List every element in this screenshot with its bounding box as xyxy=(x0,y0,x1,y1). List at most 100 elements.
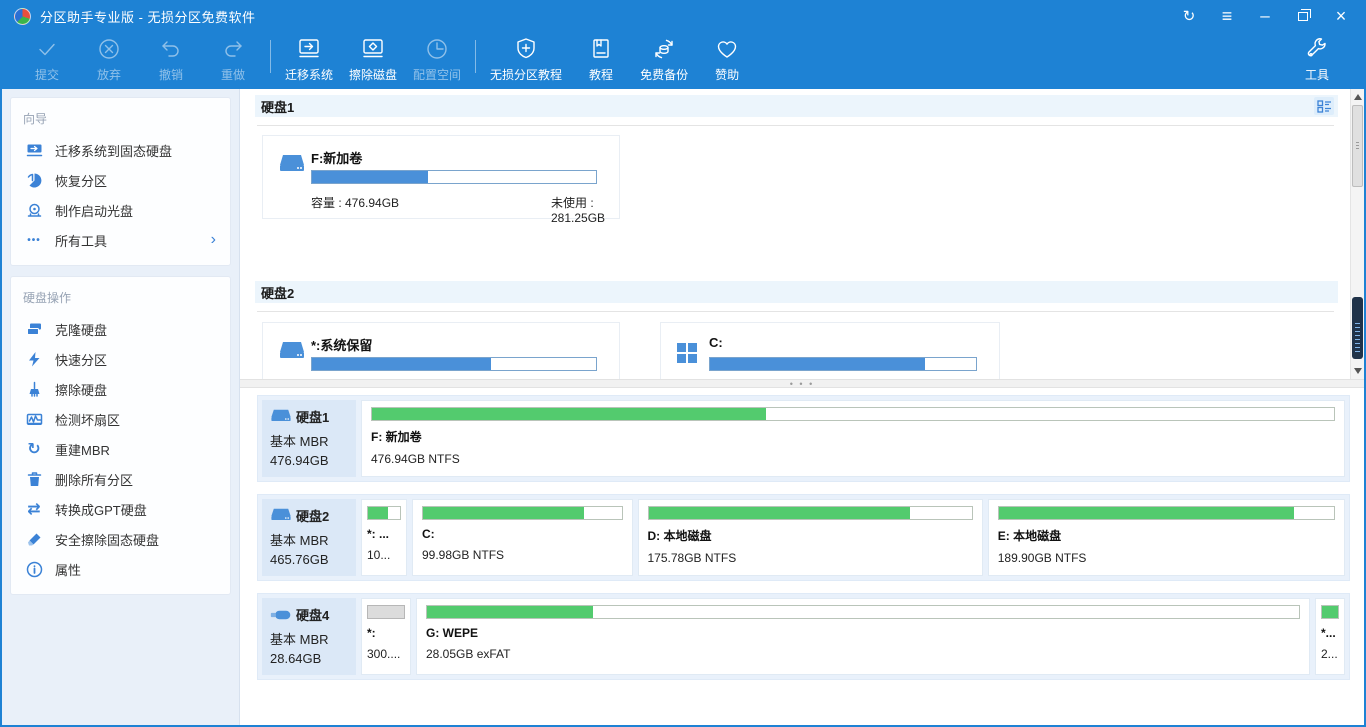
sidebar-item-quick-partition[interactable]: 快速分区 xyxy=(21,344,220,374)
usage-fill xyxy=(998,507,1294,519)
tools-button[interactable]: 工具 xyxy=(1286,32,1348,85)
disk-size: 28.64GB xyxy=(270,651,322,666)
sidebar-item-properties[interactable]: 属性 xyxy=(21,554,220,584)
undo-button[interactable]: 撤销 xyxy=(140,32,202,85)
allocate-space-button[interactable]: 配置空间 xyxy=(405,32,469,85)
free-backup-button[interactable]: 免费备份 xyxy=(632,32,696,85)
partition-name: *... xyxy=(1321,626,1336,640)
disk-label-block[interactable]: 硬盘1 基本 MBR 476.94GB xyxy=(262,400,356,477)
toolbar-separator xyxy=(270,40,271,73)
disk-row-3: 硬盘4 基本 MBR 28.64GB *: 300.... G: WEPE xyxy=(257,593,1350,680)
disk-operations-title: 硬盘操作 xyxy=(23,291,72,305)
partition-block-f[interactable]: F: 新加卷 476.94GB NTFS xyxy=(361,400,1345,477)
submit-button[interactable]: 提交 xyxy=(16,32,78,85)
usage-fill xyxy=(423,507,584,519)
partition-name: C: xyxy=(709,335,723,350)
usage-gauge xyxy=(422,506,623,520)
redo-button[interactable]: 重做 xyxy=(202,32,264,85)
partition-card-c[interactable]: C: xyxy=(660,322,1000,379)
partition-block-g[interactable]: G: WEPE 28.05GB exFAT xyxy=(416,598,1310,675)
scrollbar-dark-thumb[interactable] xyxy=(1352,297,1363,359)
usage-gauge xyxy=(1321,605,1339,619)
trash-icon xyxy=(25,470,43,488)
usage-fill xyxy=(372,408,767,420)
disk-operations-section: 硬盘操作 克隆硬盘 快速分区 擦除硬盘 检测坏扇区 xyxy=(10,276,231,595)
drive-icon xyxy=(270,508,292,524)
sidebar-item-migrate-to-ssd[interactable]: 迁移系统到固态硬盘 xyxy=(21,135,220,165)
usage-gauge xyxy=(367,605,405,619)
disk-label-block[interactable]: 硬盘4 基本 MBR 28.64GB xyxy=(262,598,356,675)
undo-arrow-icon xyxy=(159,34,183,64)
pane-splitter[interactable]: • • • xyxy=(240,378,1364,389)
disk1-header-label: 硬盘1 xyxy=(261,99,295,115)
wave-icon xyxy=(25,410,43,428)
partition-block-small[interactable]: *... 2... xyxy=(1315,598,1345,675)
migrate-system-button[interactable]: 迁移系统 xyxy=(277,32,341,85)
book-icon xyxy=(588,34,614,64)
drive-icon xyxy=(279,154,305,181)
usage-gauge xyxy=(311,170,597,184)
disk-label-block[interactable]: 硬盘2 基本 MBR 465.76GB xyxy=(262,499,356,576)
tutorial-button[interactable]: 教程 xyxy=(570,32,632,85)
sidebar-item-check-bad-sectors[interactable]: 检测坏扇区 xyxy=(21,404,220,434)
sidebar-item-label: 所有工具 xyxy=(55,233,108,249)
disk-arrow-icon xyxy=(25,141,43,159)
divider xyxy=(257,311,1334,312)
brush-icon xyxy=(25,380,43,398)
partition-tutorial-button[interactable]: 无损分区教程 xyxy=(482,32,570,85)
partition-detail: 476.94GB NTFS xyxy=(371,452,460,466)
discard-button[interactable]: 放弃 xyxy=(78,32,140,85)
disk-row-2: 硬盘2 基本 MBR 465.76GB *: ... 10... C: xyxy=(257,494,1350,581)
refresh-button[interactable]: ↻ xyxy=(1182,8,1196,25)
splitter-grip-icon: • • • xyxy=(789,378,815,389)
wipe-disk-button[interactable]: 擦除磁盘 xyxy=(341,32,405,85)
sidebar-item-clone-disk[interactable]: 克隆硬盘 xyxy=(21,314,220,344)
info-icon xyxy=(25,560,43,578)
menu-button[interactable]: ≡ xyxy=(1221,5,1233,26)
close-button[interactable]: × xyxy=(1335,5,1347,26)
sidebar-item-make-boot-disc[interactable]: 制作启动光盘 xyxy=(21,195,220,225)
partition-block-system-reserved[interactable]: *: ... 10... xyxy=(361,499,407,576)
sidebar-item-wipe-disk[interactable]: 擦除硬盘 xyxy=(21,374,220,404)
vertical-scrollbar[interactable] xyxy=(1350,89,1364,379)
partition-card-f[interactable]: F:新加卷 容量 : 476.94GB 未使用 : 281.25GB xyxy=(262,135,620,225)
partition-name: C: xyxy=(422,527,435,541)
pie-chart-icon xyxy=(25,171,43,189)
sidebar-item-label: 检测坏扇区 xyxy=(55,412,121,428)
main-toolbar: 提交 放弃 撤销 重做 迁移系统 擦除磁盘 配置空间 无损 xyxy=(2,32,1364,89)
scrollbar-thumb[interactable] xyxy=(1352,105,1363,187)
partition-block-d[interactable]: D: 本地磁盘 175.78GB NTFS xyxy=(637,499,983,576)
partition-block-unformatted[interactable]: *: 300.... xyxy=(361,598,411,675)
boot-disc-icon xyxy=(25,201,43,219)
sidebar-item-secure-erase-ssd[interactable]: 安全擦除固态硬盘 xyxy=(21,524,220,554)
app-logo-icon xyxy=(14,7,31,25)
partition-name: D: 本地磁盘 xyxy=(647,529,712,543)
partition-card-system-reserved[interactable]: *:系统保留 xyxy=(262,322,620,379)
partition-block-c[interactable]: C: 99.98GB NTFS xyxy=(412,499,633,576)
scroll-down-arrow[interactable] xyxy=(1354,368,1362,374)
minimize-button[interactable]: – xyxy=(1260,6,1270,25)
scroll-up-arrow[interactable] xyxy=(1354,94,1362,100)
usage-fill xyxy=(312,171,429,183)
sidebar-item-convert-to-gpt[interactable]: ⇄ 转换成GPT硬盘 xyxy=(21,494,220,524)
partition-detail: 99.98GB NTFS xyxy=(422,548,505,562)
disk-name: 硬盘4 xyxy=(296,608,330,623)
sidebar-item-delete-all-partitions[interactable]: 删除所有分区 xyxy=(21,464,220,494)
maximize-button[interactable] xyxy=(1288,4,1318,28)
partition-block-e[interactable]: E: 本地磁盘 189.90GB NTFS xyxy=(987,499,1345,576)
lightning-icon xyxy=(25,350,43,368)
usage-gauge xyxy=(709,357,977,371)
disk-list-pane: 硬盘1 基本 MBR 476.94GB F: 新加卷 476.94GB NTFS xyxy=(240,388,1364,725)
detail-view-toggle-icon[interactable] xyxy=(1314,97,1334,115)
sidebar-item-recover-partition[interactable]: 恢复分区 xyxy=(21,165,220,195)
sidebar-item-rebuild-mbr[interactable]: ↻ 重建MBR xyxy=(21,434,220,464)
sponsor-button[interactable]: 赞助 xyxy=(696,32,758,85)
disk-type: 基本 MBR xyxy=(270,533,329,548)
sidebar-item-label: 恢复分区 xyxy=(55,173,108,189)
sidebar-item-all-tools[interactable]: ••• 所有工具 › xyxy=(21,225,220,255)
disk-name: 硬盘1 xyxy=(296,410,330,425)
eraser-icon xyxy=(25,530,43,548)
disk-type: 基本 MBR xyxy=(270,434,329,449)
sidebar-item-label: 快速分区 xyxy=(55,352,108,368)
wizard-section-title: 向导 xyxy=(23,112,48,126)
